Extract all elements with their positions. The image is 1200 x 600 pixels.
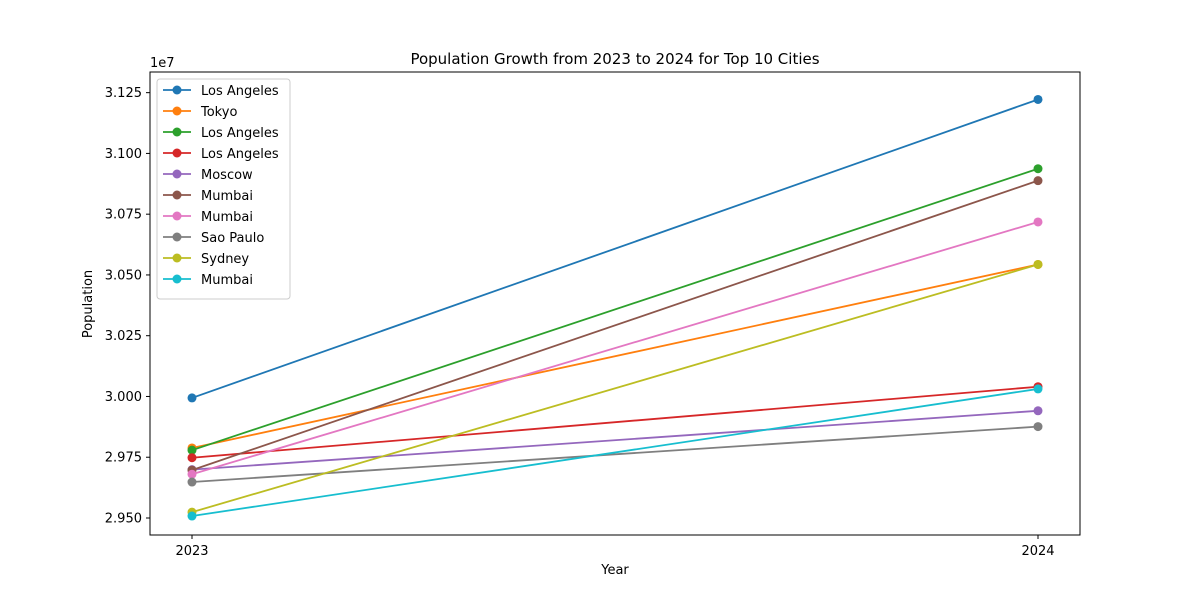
legend-label: Los Angeles xyxy=(201,147,279,162)
y-tick-label: 3.125 xyxy=(105,86,142,101)
series-line xyxy=(191,98,1039,399)
data-point xyxy=(1033,259,1043,269)
legend-label: Mumbai xyxy=(201,189,253,204)
legend-label: Los Angeles xyxy=(201,126,279,141)
series-line xyxy=(191,167,1039,452)
data-point xyxy=(1033,406,1043,416)
legend-label: Mumbai xyxy=(201,210,253,225)
y-tick-label: 3.075 xyxy=(105,208,142,223)
data-point xyxy=(187,469,197,479)
data-point xyxy=(187,445,197,455)
legend-marker xyxy=(172,106,182,116)
legend-marker xyxy=(172,211,182,221)
legend-label: Sydney xyxy=(201,252,249,267)
series-line xyxy=(191,388,1039,517)
y-axis-offset-label: 1e7 xyxy=(150,56,175,71)
legend-label: Mumbai xyxy=(201,273,253,288)
series-line xyxy=(191,425,1039,483)
data-point xyxy=(1033,176,1043,186)
series-line xyxy=(191,179,1039,471)
series-line xyxy=(191,385,1039,459)
y-tick-label: 3.000 xyxy=(105,390,142,405)
data-point xyxy=(187,393,197,403)
series-line xyxy=(191,263,1039,449)
legend-marker xyxy=(172,127,182,137)
series-line xyxy=(191,221,1039,476)
series-line xyxy=(191,409,1039,471)
x-tick-label: 2024 xyxy=(1021,544,1054,559)
legend-label: Sao Paulo xyxy=(201,231,264,246)
data-point xyxy=(187,511,197,521)
x-tick-label: 2023 xyxy=(175,544,208,559)
y-axis-ticks: 2.950 2.975 3.000 3.025 3.050 3.075 3.100 3.125 xyxy=(105,86,150,526)
legend-marker xyxy=(172,232,182,242)
y-tick-label: 3.025 xyxy=(105,329,142,344)
x-axis-label: Year xyxy=(600,563,629,578)
y-tick-label: 2.975 xyxy=(105,451,142,466)
legend-label: Los Angeles xyxy=(201,84,279,99)
y-tick-label: 3.050 xyxy=(105,268,142,283)
data-point xyxy=(1033,384,1043,394)
y-tick-label: 2.950 xyxy=(105,511,142,526)
data-point xyxy=(1033,94,1043,104)
data-point xyxy=(1033,422,1043,432)
y-axis-label: Population xyxy=(81,270,96,338)
legend-marker xyxy=(172,190,182,200)
x-axis-ticks: 2023 2024 xyxy=(175,535,1055,559)
data-point xyxy=(187,477,197,487)
chart-title: Population Growth from 2023 to 2024 for … xyxy=(410,50,819,68)
legend-label: Moscow xyxy=(201,168,253,183)
plot-frame xyxy=(149,71,1081,536)
series-line xyxy=(191,263,1039,514)
legend-marker xyxy=(172,169,182,179)
legend-marker xyxy=(172,253,182,263)
legend-marker xyxy=(172,148,182,158)
data-point xyxy=(187,453,197,463)
legend-marker xyxy=(172,274,182,284)
data-point xyxy=(1033,164,1043,174)
legend-box xyxy=(156,78,291,300)
series-layer xyxy=(187,94,1043,521)
data-point xyxy=(1033,217,1043,227)
legend-label: Tokyo xyxy=(200,105,237,120)
legend: Los Angeles Tokyo Los Angeles Los Angeles Mo… xyxy=(156,78,291,300)
legend-marker xyxy=(172,85,182,95)
y-tick-label: 3.100 xyxy=(105,147,142,162)
